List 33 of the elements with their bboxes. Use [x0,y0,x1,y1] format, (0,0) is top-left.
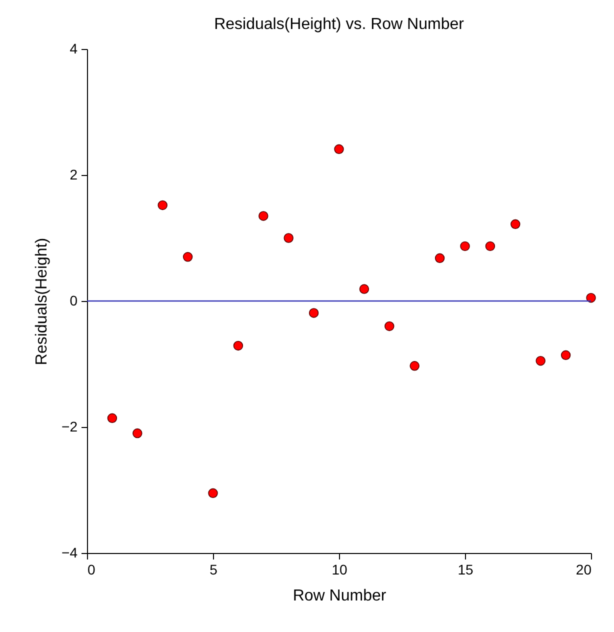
x-tick-label: 10 [332,562,348,578]
y-axis-title: Residuals(Height) [34,238,51,366]
x-tick-label: 5 [210,562,218,578]
point [485,241,496,252]
y-tick-label: −4 [62,544,78,560]
point [308,308,319,318]
point [132,428,142,438]
y-tick-label: −2 [62,418,78,434]
y-tick-label: 4 [70,40,78,56]
x-tick-label: 20 [576,562,592,578]
point [258,211,268,221]
point [359,284,370,294]
y-tick-label: 0 [70,292,78,308]
point [384,321,394,332]
point [560,350,571,360]
x-axis-title: Row Number [292,588,387,604]
chart-title: Residuals(Height) vs. Row Number [214,16,465,33]
point [434,253,445,264]
point [158,200,168,210]
point [208,488,218,498]
point [284,233,294,243]
y-tick-label: 2 [70,166,78,182]
x-tick-label: 15 [458,562,474,578]
point [410,361,420,371]
point [510,219,520,230]
point [460,241,470,252]
point [233,340,244,351]
point [536,356,546,366]
point [586,292,596,303]
point [334,144,344,154]
point [107,413,118,424]
x-tick-label: 0 [88,562,96,578]
point [182,252,193,262]
